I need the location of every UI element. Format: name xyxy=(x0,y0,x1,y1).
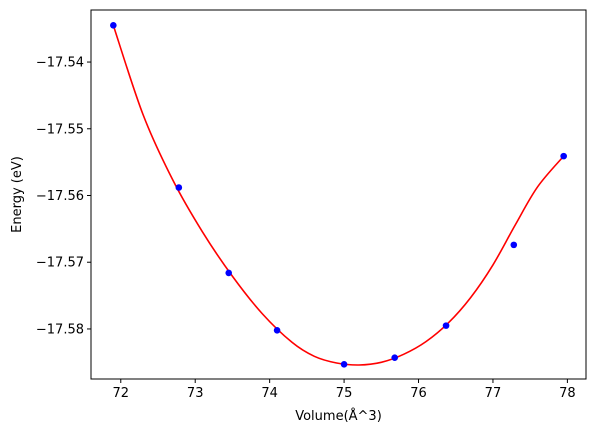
data-point xyxy=(225,269,233,277)
data-point xyxy=(560,152,567,160)
fit-curve-line xyxy=(112,25,565,366)
y-axis: −17.54 −17.55 −17.56 −17.57 −17.58 xyxy=(36,56,91,337)
x-tick-label: 75 xyxy=(336,386,353,401)
x-tick-label: 76 xyxy=(410,386,427,401)
y-tick-label: −17.55 xyxy=(36,122,84,137)
data-point xyxy=(340,361,348,368)
data-point xyxy=(442,322,450,329)
x-axis-label: Volume(Å^3) xyxy=(295,408,382,424)
data-point xyxy=(510,241,518,249)
plot-area xyxy=(110,22,567,368)
y-tick-label: −17.56 xyxy=(36,189,84,204)
y-axis-label: Energy (eV) xyxy=(10,156,25,233)
x-tick-label: 72 xyxy=(113,386,130,401)
x-tick-label: 73 xyxy=(187,386,204,401)
y-tick-label: −17.54 xyxy=(36,56,84,71)
data-point xyxy=(273,326,281,334)
y-tick-label: −17.57 xyxy=(36,256,84,271)
data-point xyxy=(175,184,183,191)
x-axis: 72 73 74 75 76 77 78 xyxy=(113,379,576,401)
x-tick-label: 77 xyxy=(485,386,502,401)
x-tick-label: 74 xyxy=(261,386,278,401)
y-tick-label: −17.58 xyxy=(36,322,84,337)
plot-frame xyxy=(90,9,587,380)
data-point xyxy=(391,354,398,361)
data-point xyxy=(110,22,117,29)
x-tick-label: 78 xyxy=(559,386,576,401)
